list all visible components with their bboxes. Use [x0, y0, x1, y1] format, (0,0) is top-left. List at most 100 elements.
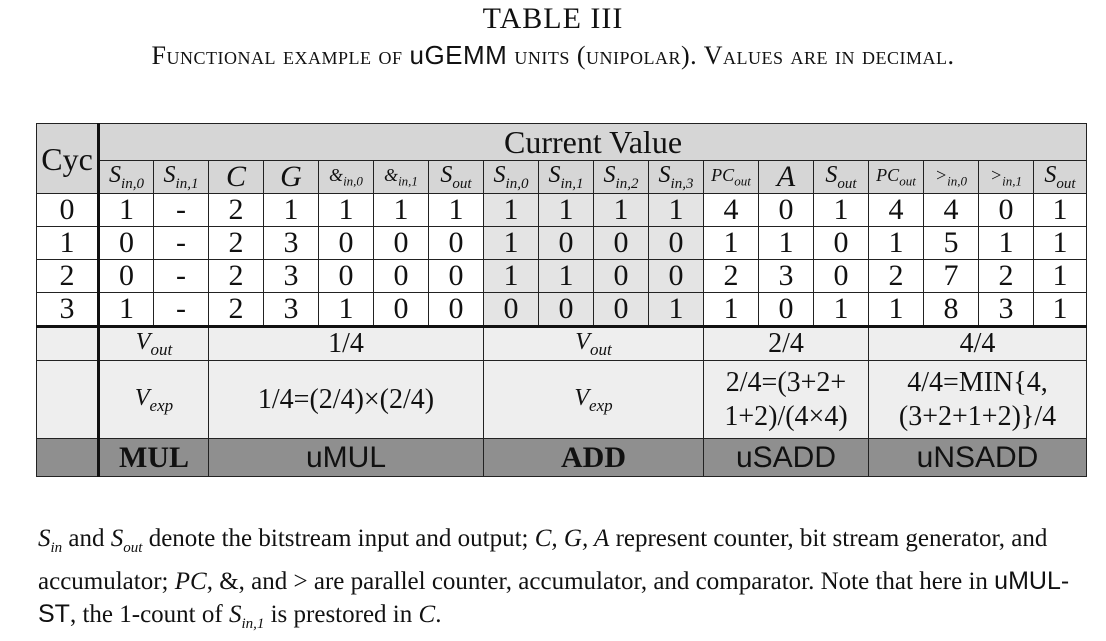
value-cell: 0: [97, 226, 154, 260]
value-cell: 0: [373, 292, 429, 327]
value-cell: 2: [703, 259, 759, 293]
vout-empty: [36, 325, 99, 361]
value-cell: 0: [318, 226, 374, 260]
col-c: C: [208, 160, 264, 194]
table-title: TABLE III: [482, 2, 624, 35]
value-cell: 3: [263, 259, 319, 293]
value-cell: 0: [373, 259, 429, 293]
nsadd-vout-value: 4/4: [868, 325, 1087, 361]
value-cell: 0: [538, 292, 594, 327]
table-subtitle: Functional example of uGEMM units (unipo…: [0, 40, 1106, 71]
col-and0: &in,0: [318, 160, 374, 194]
col-add-sin2: Sin,2: [593, 160, 649, 194]
value-cell: 1: [1033, 259, 1087, 293]
value-cell: 0: [813, 259, 869, 293]
value-cell: 1: [758, 226, 814, 260]
value-cell: 0: [483, 292, 539, 327]
col-add-sin1: Sin,1: [538, 160, 594, 194]
value-cell: 1: [1033, 292, 1087, 327]
add-vexp-label: Vexp: [483, 360, 704, 439]
cyc-cell: 1: [36, 226, 99, 260]
mul-vout-value: 1/4: [208, 325, 484, 361]
value-cell: 1: [483, 226, 539, 260]
mul-vexp-label: Vexp: [97, 360, 209, 439]
value-cell: 1: [1033, 193, 1087, 227]
value-cell: 2: [208, 193, 264, 227]
value-cell: 1: [263, 193, 319, 227]
value-cell: 1: [318, 292, 374, 327]
value-cell: 1: [538, 193, 594, 227]
col-add-sin3: Sin,3: [648, 160, 704, 194]
value-cell: 2: [978, 259, 1034, 293]
value-cell: 7: [923, 259, 979, 293]
value-cell: 1: [428, 193, 484, 227]
value-cell: 0: [97, 259, 154, 293]
col-pcout-sadd: PCout: [703, 160, 759, 194]
value-cell: 3: [978, 292, 1034, 327]
mul-vout-label: Vout: [97, 325, 209, 361]
value-cell: 2: [208, 259, 264, 293]
value-cell: 0: [978, 193, 1034, 227]
vexp-empty: [36, 360, 99, 439]
value-cell: 4: [923, 193, 979, 227]
value-cell: 1: [703, 292, 759, 327]
footer-unsadd: uNSADD: [868, 438, 1087, 477]
value-cell: 3: [758, 259, 814, 293]
footer-usadd: uSADD: [703, 438, 869, 477]
cyc-cell: 0: [36, 193, 99, 227]
value-cell: 0: [758, 193, 814, 227]
col-and1: &in,1: [373, 160, 429, 194]
value-cell: 1: [483, 259, 539, 293]
footer-empty: [36, 438, 99, 477]
value-cell: 1: [648, 193, 704, 227]
cyc-cell: 2: [36, 259, 99, 293]
col-pcout-nsadd: PCout: [868, 160, 924, 194]
value-cell: 4: [868, 193, 924, 227]
sadd-vout-value: 2/4: [703, 325, 869, 361]
value-cell: 1: [703, 226, 759, 260]
value-cell: 0: [593, 292, 649, 327]
add-vout-label: Vout: [483, 325, 704, 361]
footer-add: ADD: [483, 438, 704, 477]
value-cell: 5: [923, 226, 979, 260]
value-cell: -: [153, 226, 209, 260]
col-g: G: [263, 160, 319, 194]
table-note: Sin and Sout denote the bitstream input …: [38, 525, 1070, 632]
vexp-row: Vexp 1/4=(2/4)×(2/4) Vexp 2/4=(3+2+ 1+2)/…: [36, 360, 1087, 439]
value-cell: 8: [923, 292, 979, 327]
value-cell: 0: [813, 226, 869, 260]
value-cell: -: [153, 193, 209, 227]
value-cell: 1: [593, 193, 649, 227]
value-cell: 3: [263, 226, 319, 260]
nsadd-vexp-value: 4/4=MIN{4, (3+2+1+2)}/4: [868, 360, 1087, 439]
sadd-vexp-value: 2/4=(3+2+ 1+2)/(4×4): [703, 360, 869, 439]
value-cell: 0: [758, 292, 814, 327]
value-cell: 0: [593, 226, 649, 260]
col-gt0: >in,0: [923, 160, 979, 194]
col-add-sin0: Sin,0: [483, 160, 539, 194]
subtitle-unit: uGEMM: [409, 40, 508, 70]
value-cell: 4: [703, 193, 759, 227]
value-cell: 1: [813, 193, 869, 227]
sub-header-row: Sin,0 Sin,1 C G &in,0 &in,1 Sout Sin,0 S…: [37, 160, 1087, 194]
value-cell: 0: [648, 259, 704, 293]
value-cell: 0: [648, 226, 704, 260]
value-cell: 1: [318, 193, 374, 227]
value-cell: 0: [318, 259, 374, 293]
value-cell: -: [153, 259, 209, 293]
footer-umul: uMUL: [208, 438, 484, 477]
cyc-cell: 3: [36, 292, 99, 327]
value-cell: 1: [373, 193, 429, 227]
col-sin1: Sin,1: [153, 160, 209, 194]
value-cell: 1: [868, 226, 924, 260]
value-cell: 0: [428, 259, 484, 293]
footer-mul: MUL: [97, 438, 209, 477]
value-cell: 2: [208, 292, 264, 327]
col-sin0: Sin,0: [97, 160, 154, 194]
value-cell: 1: [978, 226, 1034, 260]
value-cell: 1: [648, 292, 704, 327]
